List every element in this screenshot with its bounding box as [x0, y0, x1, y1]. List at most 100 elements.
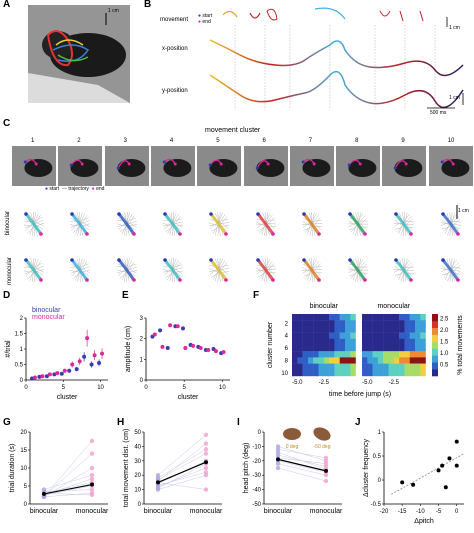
regression-line — [391, 453, 465, 495]
legend-end: end — [202, 19, 211, 25]
cluster-example-photo — [150, 146, 195, 186]
heatmap-cell — [334, 357, 340, 364]
heatmap-cell — [393, 338, 400, 346]
heatmap-cell — [297, 363, 303, 370]
mean-trajectory — [441, 213, 459, 235]
heatmap-cell — [345, 320, 351, 327]
y-tick-label: 40 — [134, 444, 141, 450]
mean-start — [255, 212, 260, 216]
trajectory-end — [127, 162, 131, 166]
heatmap-cell — [409, 351, 416, 358]
heatmap-cell — [367, 357, 373, 364]
heatmap-cell — [420, 345, 426, 352]
y-tick-label: 30 — [134, 459, 141, 465]
mean-line — [43, 483, 93, 495]
data-point — [183, 345, 188, 350]
heatmap-cell — [383, 351, 389, 358]
mean-trajectory — [302, 259, 321, 281]
heatmap-cell — [350, 357, 356, 364]
x-tick-label: -15 — [398, 509, 407, 515]
binocular-trajectory-cloud — [440, 212, 461, 236]
heatmap-cell — [393, 363, 400, 370]
heatmap-cell — [409, 363, 416, 370]
y-tick-label: 0.5 — [373, 454, 382, 460]
heatmap-cell — [372, 363, 379, 370]
heatmap-cell — [404, 351, 410, 358]
y-tick-label: 10 — [20, 466, 27, 472]
heatmap-cell — [415, 320, 421, 327]
heatmap-cell — [292, 338, 298, 346]
heatmap-cell — [307, 345, 314, 352]
heatmap-cell — [420, 369, 426, 377]
heatmap-cell — [377, 357, 384, 364]
y-tick-label: 1 — [140, 357, 144, 363]
heatmap-cell — [415, 357, 421, 364]
mean-trajectory — [117, 259, 135, 281]
heatmap-cell — [313, 338, 319, 346]
x-tick-label: monocular — [310, 508, 343, 515]
panel-letter-c: C — [3, 118, 11, 129]
x-tick-label: binocular — [30, 508, 59, 515]
legend-start: start — [202, 13, 213, 19]
data-point — [206, 348, 211, 353]
heatmap-cell — [409, 338, 416, 346]
trajectory-end — [312, 162, 316, 166]
binocular-trajectory-cloud — [394, 212, 415, 236]
heatmap-cell — [350, 369, 356, 377]
heatmap-cell — [420, 357, 426, 364]
heatmap-cell — [367, 351, 373, 358]
panel-b-traces — [209, 7, 464, 110]
heatmap-cell — [362, 314, 368, 321]
heatmap-cell — [367, 326, 373, 333]
mean-end — [455, 278, 460, 282]
monocular-point — [89, 438, 95, 444]
heatmap-cell — [372, 320, 379, 327]
heatmap-cell — [318, 363, 324, 370]
cluster-example-photo — [336, 146, 381, 186]
heatmap-cell — [345, 332, 351, 339]
heatmap-cell — [383, 357, 389, 364]
x-tick-label: 0 — [455, 509, 459, 515]
trajectory-start — [347, 163, 351, 167]
cluster-example-photo — [382, 146, 427, 186]
heatmap-cell — [377, 345, 384, 352]
heatmap-cell — [329, 314, 335, 321]
panel-a-scalebar-label: 1 cm — [108, 8, 119, 14]
heatmap-cell — [339, 314, 346, 321]
c-legend-start: start — [49, 186, 60, 192]
panel-b-scalebar-time: 500 ms — [430, 110, 447, 116]
cluster-number-label: 7 — [308, 138, 313, 144]
heatmap-cell — [415, 314, 421, 321]
heatmap-title: monocular — [377, 303, 410, 310]
mean-start — [24, 212, 28, 216]
x-tick-label: -5 — [436, 509, 442, 515]
heatmap-cell — [313, 369, 319, 377]
panel-b-scalebar-cm: 1 cm — [449, 25, 460, 31]
heatmap-cell — [329, 338, 335, 346]
trajectory-start — [116, 166, 120, 170]
heatmap-cell — [334, 369, 340, 377]
data-point — [447, 456, 452, 461]
x-tick-label: binocular — [264, 508, 293, 515]
heatmap-cell — [388, 345, 394, 352]
x-tick-label: 5 — [62, 385, 66, 391]
mean-trajectory — [302, 213, 321, 235]
mean-start — [70, 258, 75, 262]
mean-start — [209, 212, 213, 216]
heatmap-cell — [313, 345, 319, 352]
data-point — [55, 371, 60, 376]
x-tick-label: monocular — [190, 508, 223, 515]
heatmap-cell — [329, 320, 335, 327]
heatmap-cell — [292, 357, 298, 364]
heatmap-cell — [318, 320, 324, 327]
mean-start — [394, 258, 399, 262]
mean-end — [85, 232, 90, 236]
heatmap-cell — [292, 345, 298, 352]
binocular-point — [275, 444, 281, 449]
y-tick-label: 0 — [24, 502, 28, 508]
heatmap-cell — [415, 338, 421, 346]
trajectory-start — [394, 166, 398, 170]
mean-end — [131, 278, 136, 282]
mean-trajectory — [256, 213, 274, 235]
x-tick-label: -2.5 — [389, 380, 400, 386]
